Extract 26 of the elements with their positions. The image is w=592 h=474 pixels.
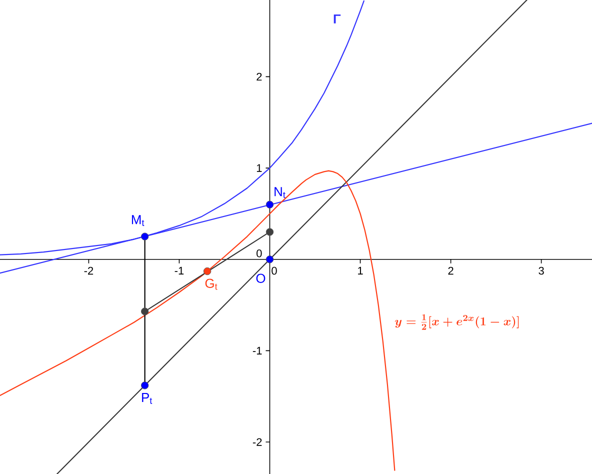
x-tick-label: 1 <box>358 266 363 274</box>
x-tick-label: 2 <box>448 266 454 275</box>
point <box>140 308 149 316</box>
x-tick-label: 3 <box>538 266 544 275</box>
series-label: $y=\frac{1}{2}[x+e^{2x}(1-x)]$ <box>394 314 519 330</box>
series-label: Γ <box>334 14 341 24</box>
y-tick-label: -1 <box>252 346 262 354</box>
y-tick-label: 0 <box>256 249 262 258</box>
point <box>140 382 149 390</box>
series-label: M$_{t}$ <box>132 215 144 226</box>
series-label: G$_{t}$ <box>205 278 218 290</box>
point <box>266 256 274 264</box>
x-tick-label: 0 <box>272 266 277 275</box>
y-tick-label: 1 <box>256 164 262 172</box>
series-label: N$_{t}$ <box>274 187 286 198</box>
point <box>203 267 212 276</box>
series-label: P$_{t}$ <box>142 393 152 404</box>
x-tick-label: -2 <box>84 266 94 275</box>
y-tick-label: 2 <box>256 72 262 81</box>
x-tick-label: -1 <box>174 266 184 274</box>
point <box>266 228 274 236</box>
y-tick-label: -2 <box>252 438 262 446</box>
point <box>266 200 274 208</box>
line-series <box>0 170 396 471</box>
series-label: O <box>256 274 266 283</box>
point <box>140 232 149 240</box>
